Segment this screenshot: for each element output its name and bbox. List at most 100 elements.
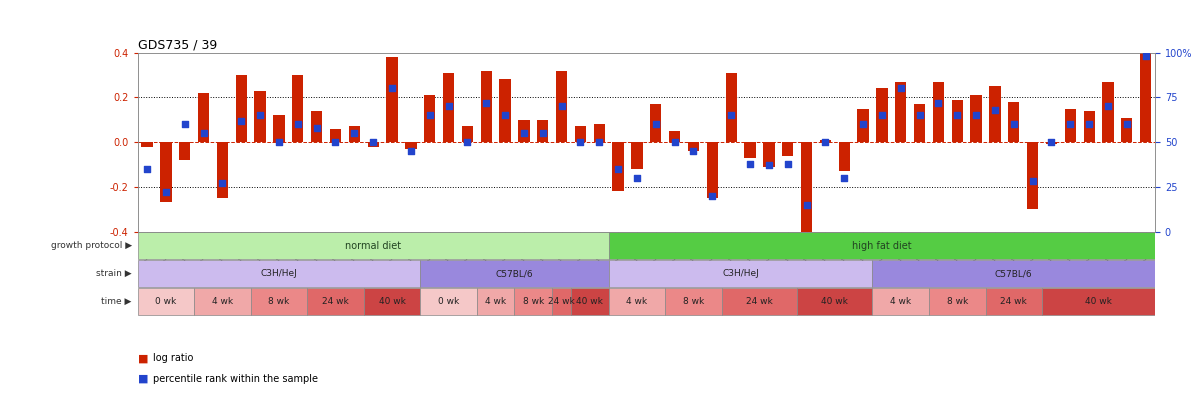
Bar <box>308 288 364 315</box>
Point <box>326 139 345 145</box>
Bar <box>857 109 869 142</box>
Text: 40 wk: 40 wk <box>821 297 849 306</box>
Point <box>834 175 853 181</box>
Point <box>759 162 778 168</box>
Point <box>1023 178 1043 185</box>
Text: time ▶: time ▶ <box>102 297 132 306</box>
Text: ■: ■ <box>138 354 148 363</box>
Text: 8 wk: 8 wk <box>947 297 968 306</box>
Point <box>175 121 194 128</box>
Text: 40 wk: 40 wk <box>577 297 603 306</box>
Text: 40 wk: 40 wk <box>1086 297 1112 306</box>
Text: 4 wk: 4 wk <box>212 297 233 306</box>
Bar <box>971 95 982 142</box>
Bar <box>406 142 417 149</box>
Bar <box>194 288 250 315</box>
Bar <box>138 260 420 287</box>
Point <box>966 112 985 119</box>
Point <box>457 139 476 145</box>
Text: C3H/HeJ: C3H/HeJ <box>261 269 297 278</box>
Bar <box>613 142 624 191</box>
Point <box>496 112 515 119</box>
Point <box>891 85 910 92</box>
Point <box>910 112 929 119</box>
Bar <box>609 232 1155 259</box>
Bar <box>895 82 906 142</box>
Bar <box>650 104 662 142</box>
Bar <box>443 73 454 142</box>
Bar <box>1043 288 1155 315</box>
Bar <box>555 70 567 142</box>
Bar <box>631 142 643 169</box>
Text: percentile rank within the sample: percentile rank within the sample <box>153 374 318 384</box>
Text: 4 wk: 4 wk <box>485 297 506 306</box>
Bar <box>764 142 774 167</box>
Bar <box>801 142 813 232</box>
Bar <box>515 288 552 315</box>
Bar <box>1064 109 1076 142</box>
Bar <box>480 70 492 142</box>
Text: growth protocol ▶: growth protocol ▶ <box>50 241 132 250</box>
Text: log ratio: log ratio <box>153 354 194 363</box>
Point <box>797 201 816 208</box>
Point <box>778 160 797 167</box>
Point <box>308 125 327 131</box>
Text: strain ▶: strain ▶ <box>96 269 132 278</box>
Point <box>213 180 232 186</box>
Point <box>703 192 722 199</box>
Text: 8 wk: 8 wk <box>523 297 543 306</box>
Bar <box>725 73 737 142</box>
Text: ■: ■ <box>138 374 148 384</box>
Bar <box>820 140 831 142</box>
Text: 4 wk: 4 wk <box>626 297 648 306</box>
Bar <box>198 93 209 142</box>
Text: 40 wk: 40 wk <box>378 297 406 306</box>
Bar <box>499 79 511 142</box>
Point <box>533 130 552 136</box>
Text: normal diet: normal diet <box>345 241 401 251</box>
Point <box>364 139 383 145</box>
Point <box>138 166 157 172</box>
Point <box>1080 121 1099 128</box>
Bar <box>932 82 944 142</box>
Bar <box>839 142 850 171</box>
Bar <box>364 288 420 315</box>
Point <box>608 166 627 172</box>
Point <box>157 189 176 196</box>
Point <box>627 175 646 181</box>
Bar <box>255 91 266 142</box>
Point <box>1136 53 1155 60</box>
Point <box>194 130 213 136</box>
Point <box>1004 121 1023 128</box>
Bar <box>348 126 360 142</box>
Point <box>666 139 685 145</box>
Point <box>1061 121 1080 128</box>
Point <box>816 139 836 145</box>
Bar <box>985 288 1043 315</box>
Bar <box>1140 53 1152 142</box>
Point <box>345 130 364 136</box>
Bar <box>160 142 171 202</box>
Point <box>948 112 967 119</box>
Bar <box>330 129 341 142</box>
Bar <box>666 288 722 315</box>
Point <box>439 103 458 110</box>
Bar <box>1083 111 1095 142</box>
Point <box>1041 139 1061 145</box>
Bar <box>873 288 929 315</box>
Bar <box>311 111 322 142</box>
Bar <box>476 288 515 315</box>
Point <box>382 85 401 92</box>
Point <box>232 117 251 124</box>
Bar <box>420 288 476 315</box>
Point <box>1117 121 1136 128</box>
Bar <box>292 75 304 142</box>
Bar <box>782 142 794 156</box>
Text: 8 wk: 8 wk <box>268 297 290 306</box>
Bar <box>706 142 718 198</box>
Point <box>985 107 1004 113</box>
Text: 4 wk: 4 wk <box>891 297 911 306</box>
Bar <box>989 86 1001 142</box>
Bar <box>420 260 609 287</box>
Point <box>929 100 948 106</box>
